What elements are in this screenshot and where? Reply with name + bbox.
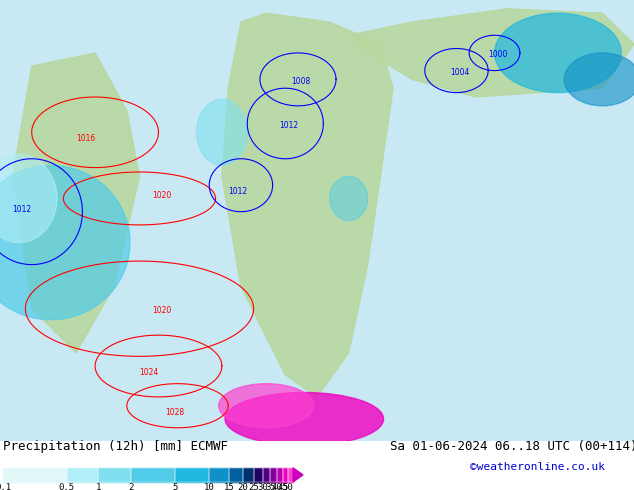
Text: 1028: 1028	[165, 408, 184, 416]
Text: 45: 45	[277, 483, 288, 490]
Text: 25: 25	[249, 483, 259, 490]
Text: 1024: 1024	[139, 368, 158, 377]
Bar	[3, 468, 67, 482]
Bar	[3, 468, 67, 482]
Bar	[131, 468, 176, 482]
Ellipse shape	[219, 384, 314, 428]
Text: 35: 35	[265, 483, 276, 490]
Bar	[288, 468, 293, 482]
Text: 20: 20	[238, 483, 249, 490]
Polygon shape	[222, 13, 393, 397]
Text: 0.1: 0.1	[0, 483, 11, 490]
Ellipse shape	[564, 53, 634, 106]
Text: 2: 2	[129, 483, 134, 490]
Ellipse shape	[197, 99, 247, 165]
Bar	[176, 468, 209, 482]
Bar	[209, 468, 229, 482]
Bar	[263, 468, 270, 482]
Text: 50: 50	[283, 483, 293, 490]
Text: 1012: 1012	[13, 205, 32, 214]
Text: 1012: 1012	[228, 187, 247, 196]
Ellipse shape	[0, 154, 57, 243]
Bar	[288, 468, 293, 482]
Bar	[254, 468, 263, 482]
Text: 1004: 1004	[450, 68, 470, 77]
Bar	[283, 468, 288, 482]
Text: 30: 30	[257, 483, 268, 490]
Ellipse shape	[330, 176, 368, 220]
Text: ©weatheronline.co.uk: ©weatheronline.co.uk	[470, 462, 605, 472]
Bar	[98, 468, 131, 482]
Bar	[243, 468, 254, 482]
Bar	[229, 468, 243, 482]
Polygon shape	[293, 468, 303, 482]
Bar	[98, 468, 131, 482]
Polygon shape	[13, 53, 139, 353]
Text: 1008: 1008	[292, 77, 311, 86]
Bar	[131, 468, 176, 482]
Text: 5: 5	[172, 483, 178, 490]
Text: 1012: 1012	[279, 121, 298, 130]
Bar	[229, 468, 243, 482]
Bar	[67, 468, 98, 482]
Bar	[270, 468, 277, 482]
Text: 1000: 1000	[488, 50, 508, 59]
Text: 10: 10	[204, 483, 214, 490]
Bar	[277, 468, 283, 482]
Text: 1020: 1020	[152, 306, 171, 315]
Bar	[209, 468, 229, 482]
Text: 40: 40	[271, 483, 282, 490]
Polygon shape	[349, 9, 634, 97]
Text: 1020: 1020	[152, 192, 171, 200]
Text: 1016: 1016	[76, 134, 95, 143]
Bar	[263, 468, 270, 482]
Text: 1: 1	[96, 483, 101, 490]
Text: Sa 01-06-2024 06..18 UTC (00+114): Sa 01-06-2024 06..18 UTC (00+114)	[390, 440, 634, 453]
Bar	[254, 468, 263, 482]
Bar	[283, 468, 288, 482]
Bar	[243, 468, 254, 482]
Text: 0.5: 0.5	[58, 483, 75, 490]
Bar	[67, 468, 98, 482]
Ellipse shape	[495, 13, 621, 93]
Text: Precipitation (12h) [mm] ECMWF: Precipitation (12h) [mm] ECMWF	[3, 440, 228, 453]
Bar	[176, 468, 209, 482]
Ellipse shape	[0, 166, 130, 320]
Bar	[270, 468, 277, 482]
Bar	[277, 468, 283, 482]
Text: 15: 15	[224, 483, 235, 490]
Ellipse shape	[225, 392, 384, 445]
